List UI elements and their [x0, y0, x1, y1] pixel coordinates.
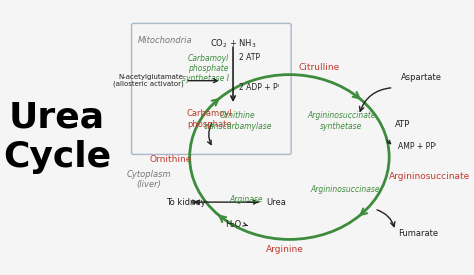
Text: Cytoplasm
(liver): Cytoplasm (liver) — [127, 170, 171, 189]
Text: Ornithine: Ornithine — [150, 155, 192, 164]
Text: Fumarate: Fumarate — [398, 229, 438, 238]
Text: N-acetylglutamate
(allosteric activator): N-acetylglutamate (allosteric activator) — [113, 74, 183, 87]
Text: Argininosuccinate
synthetase: Argininosuccinate synthetase — [307, 111, 376, 131]
Text: Carbamoyl
phosphate: Carbamoyl phosphate — [187, 109, 232, 129]
Text: Argininosuccinate: Argininosuccinate — [389, 172, 470, 181]
Text: 2 ATP: 2 ATP — [239, 53, 260, 62]
Text: Argininosuccinase: Argininosuccinase — [310, 185, 380, 194]
Text: Ornithine
transcarbamylase: Ornithine transcarbamylase — [203, 111, 272, 131]
Text: CO$_2$ + NH$_3$: CO$_2$ + NH$_3$ — [210, 37, 256, 50]
Text: Carbamoyl
phosphate
synthetase I: Carbamoyl phosphate synthetase I — [182, 54, 228, 83]
Text: Urea: Urea — [266, 198, 286, 207]
Text: 2 ADP + Pᴵ: 2 ADP + Pᴵ — [239, 83, 279, 92]
Text: Urea
Cycle: Urea Cycle — [3, 100, 111, 174]
Text: Aspartate: Aspartate — [401, 73, 441, 82]
Text: Mitochondria: Mitochondria — [137, 35, 192, 45]
Text: Citrulline: Citrulline — [298, 63, 339, 72]
Text: ATP: ATP — [395, 120, 410, 128]
Text: AMP + PPᴵ: AMP + PPᴵ — [398, 142, 436, 151]
Text: To kidney: To kidney — [166, 198, 206, 207]
Text: Arginase: Arginase — [229, 196, 263, 204]
Text: Arginine: Arginine — [266, 245, 304, 254]
Text: H₂O: H₂O — [225, 220, 241, 229]
